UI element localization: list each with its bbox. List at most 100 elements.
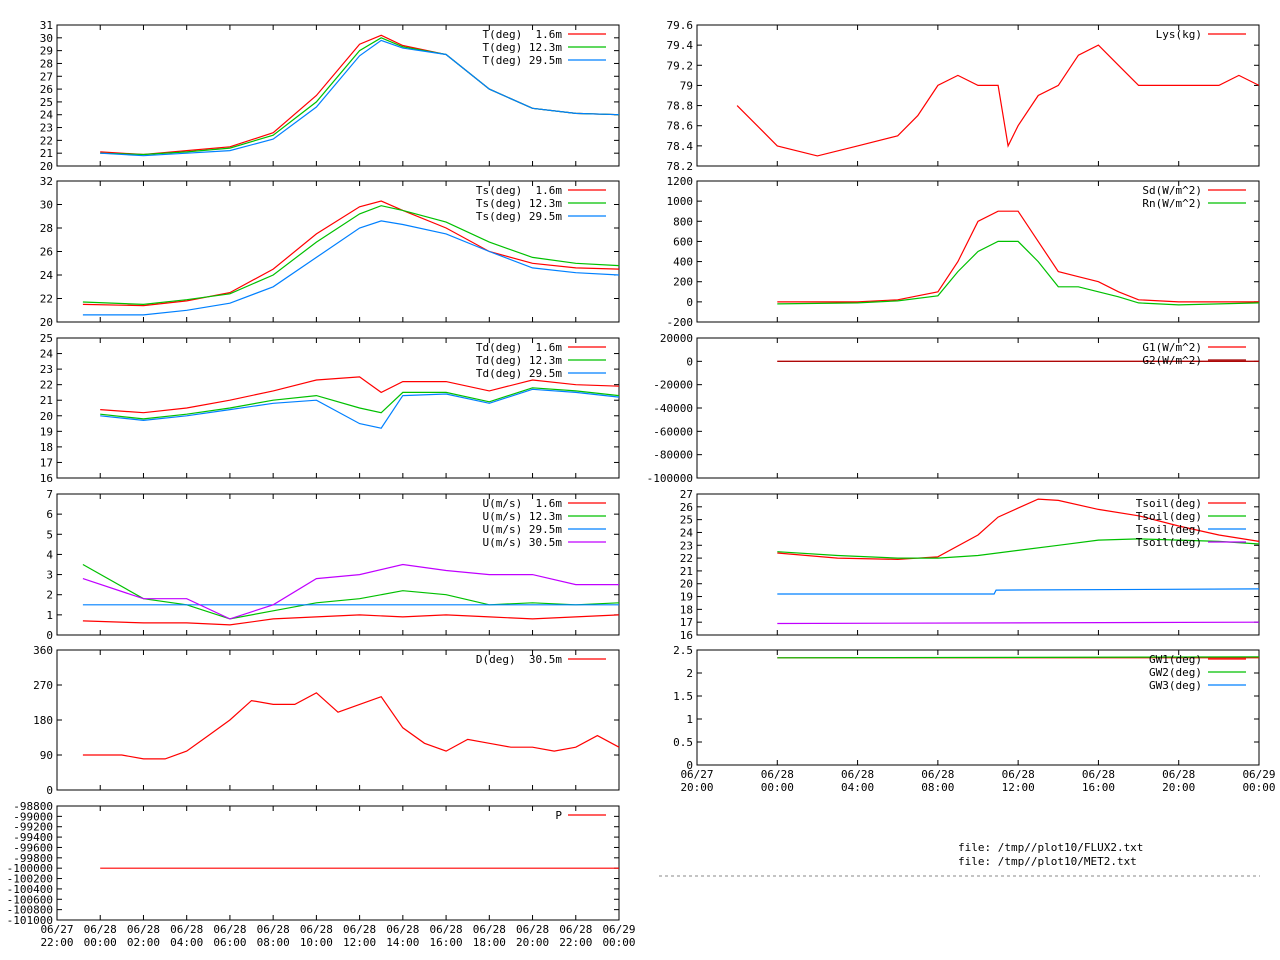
- y-tick-label: 32: [40, 175, 53, 188]
- legend-label: U(m/s) 29.5m: [483, 523, 563, 536]
- series-line-4: [82, 563, 619, 620]
- series-line-3: [82, 220, 620, 316]
- x-tick-label-date: 06/27: [680, 768, 713, 781]
- y-tick-label: 180: [33, 714, 53, 727]
- x-tick-label-time: 20:00: [516, 936, 549, 949]
- x-tick-label-time: 18:00: [473, 936, 506, 949]
- y-tick-label: 22: [40, 134, 53, 147]
- y-tick-label: 3: [46, 569, 53, 582]
- x-tick-label-time: 00:00: [84, 936, 117, 949]
- legend-label: Ts(deg) 12.3m: [476, 197, 562, 210]
- y-tick-label: 800: [673, 215, 693, 228]
- x-tick-label-date: 06/28: [841, 768, 874, 781]
- panel-d: 0 90 180 270 360 D(deg) 30.5m: [33, 644, 620, 797]
- legend-label: T(deg) 1.6m: [483, 28, 563, 41]
- series-line-3: [777, 588, 1260, 595]
- x-tick-label-time: 16:00: [1082, 781, 1115, 794]
- y-tick-label: -99400: [13, 831, 53, 844]
- legend-label: U(m/s) 12.3m: [483, 510, 563, 523]
- legend-label: Ts(deg) 1.6m: [476, 184, 562, 197]
- legend-label: G1(W/m^2): [1142, 341, 1202, 354]
- y-tick-label: 400: [673, 256, 693, 269]
- legend-label: U(m/s) 1.6m: [483, 497, 563, 510]
- legend-label: T(deg) 12.3m: [483, 41, 563, 54]
- series-line-1: [777, 498, 1260, 561]
- legend-label: Td(deg) 29.5m: [476, 367, 562, 380]
- y-tick-label: -60000: [653, 425, 693, 438]
- series-line-1: [82, 200, 620, 307]
- legend-label: Td(deg) 12.3m: [476, 354, 562, 367]
- x-tick-label-time: 22:00: [559, 936, 592, 949]
- y-tick-label: 22: [40, 379, 53, 392]
- x-tick-label-date: 06/28: [921, 768, 954, 781]
- y-tick-label: 79.6: [667, 19, 694, 32]
- y-tick-label: -99200: [13, 821, 53, 834]
- y-tick-label: 25: [680, 514, 693, 527]
- x-tick-label-date: 06/28: [213, 923, 246, 936]
- legend-label: Tsoil(deg): [1136, 497, 1202, 510]
- panel-p: -101000-100800-100600-100400-100200-1000…: [7, 800, 636, 949]
- y-tick-label: 22: [40, 293, 53, 306]
- y-tick-label: 26: [680, 501, 693, 514]
- y-tick-label: 200: [673, 276, 693, 289]
- y-tick-label: 28: [40, 57, 53, 70]
- panel-tsoil: 161718192021222324252627Tsoil(deg)Tsoil(…: [680, 488, 1260, 642]
- legend-label: Tsoil(deg): [1136, 510, 1202, 523]
- y-tick-label: -100800: [7, 904, 53, 917]
- x-tick-label-time: 16:00: [430, 936, 463, 949]
- y-tick-label: 20: [680, 578, 693, 591]
- y-tick-label: 23: [40, 122, 53, 135]
- x-tick-label-date: 06/28: [170, 923, 203, 936]
- y-tick-label: 24: [680, 526, 694, 539]
- y-tick-label: 27: [680, 488, 693, 501]
- y-tick-label: 30: [40, 32, 53, 45]
- series-line-4: [777, 621, 1260, 625]
- y-tick-label: 17: [680, 616, 693, 629]
- y-tick-label: 90: [40, 749, 53, 762]
- y-tick-label: 0: [46, 784, 53, 797]
- y-tick-label: 19: [680, 591, 693, 604]
- x-tick-label-date: 06/28: [257, 923, 290, 936]
- y-tick-label: 21: [680, 565, 693, 578]
- y-tick-label: 21: [40, 147, 53, 160]
- y-tick-label: 78.6: [667, 120, 694, 133]
- y-tick-label: 1000: [667, 195, 694, 208]
- d-frame: [56, 649, 620, 791]
- x-tick-label-time: 12:00: [1002, 781, 1035, 794]
- x-tick-label-date: 06/28: [84, 923, 117, 936]
- td-frame: [56, 337, 620, 479]
- legend-label: Lys(kg): [1156, 28, 1202, 41]
- y-tick-label: 6: [46, 508, 53, 521]
- y-tick-label: 24: [40, 269, 54, 282]
- y-tick-label: 0: [46, 629, 53, 642]
- lys-frame: [696, 24, 1260, 167]
- series-line-1: [777, 210, 1259, 303]
- y-tick-label: 20: [40, 410, 53, 423]
- x-tick-label-time: 08:00: [257, 936, 290, 949]
- x-tick-label-date: 06/28: [516, 923, 549, 936]
- y-tick-label: 78.8: [667, 100, 694, 113]
- y-tick-label: 79.4: [667, 39, 694, 52]
- x-tick-label-date: 06/28: [343, 923, 376, 936]
- x-tick-label-time: 00:00: [602, 936, 635, 949]
- y-tick-label: 78.4: [667, 140, 694, 153]
- file-label-met: file: /tmp//plot10/MET2.txt: [958, 855, 1137, 868]
- legend-label: Tsoil(deg): [1136, 536, 1202, 549]
- y-tick-label: 18: [680, 603, 693, 616]
- y-tick-label: 17: [40, 456, 53, 469]
- x-tick-label-time: 06:00: [213, 936, 246, 949]
- y-tick-label: 31: [40, 19, 53, 32]
- file-label-flux: file: /tmp//plot10/FLUX2.txt: [958, 841, 1143, 854]
- y-tick-label: 28: [40, 222, 53, 235]
- legend-label: Ts(deg) 29.5m: [476, 210, 562, 223]
- series-line-3: [100, 388, 620, 429]
- y-tick-label: 26: [40, 246, 53, 259]
- x-tick-label-time: 22:00: [40, 936, 73, 949]
- y-tick-label: 18: [40, 441, 53, 454]
- x-tick-label-time: 00:00: [761, 781, 794, 794]
- legend-label: Tsoil(deg): [1136, 523, 1202, 536]
- y-tick-label: 0: [686, 296, 693, 309]
- x-tick-label-time: 02:00: [127, 936, 160, 949]
- y-tick-label: 29: [40, 45, 53, 58]
